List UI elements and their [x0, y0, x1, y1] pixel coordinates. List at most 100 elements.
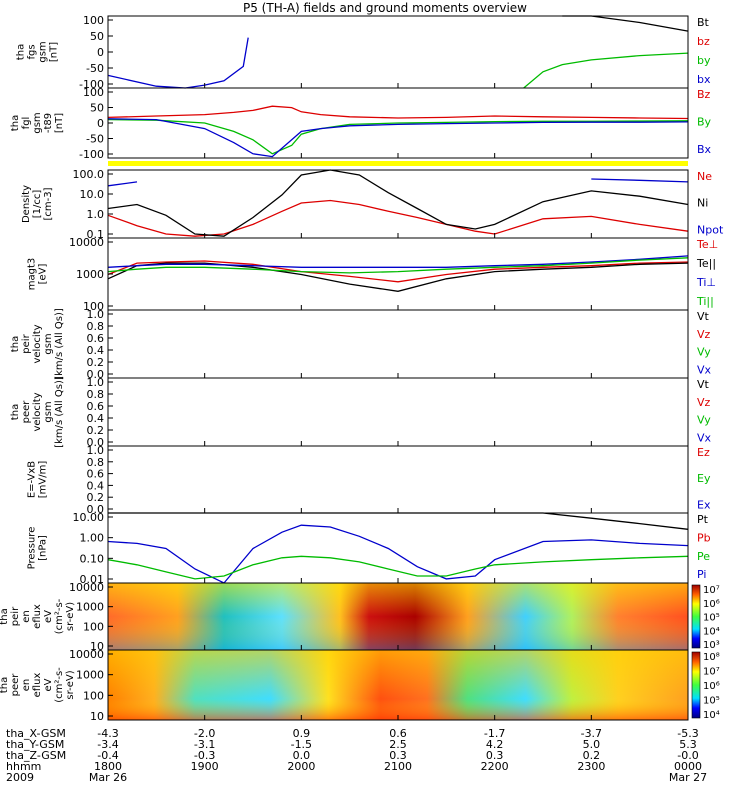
y-tick-label: 0.8: [87, 388, 105, 401]
footer-value: -3.1: [194, 738, 215, 751]
legend-Pi: Pi: [697, 568, 706, 581]
y-tick-label: 1.0: [87, 308, 105, 321]
y-tick-label: 50: [90, 30, 104, 43]
series-Te⊥: [107, 260, 689, 283]
footer-label: tha_Z-GSM: [6, 749, 66, 762]
legend-Bz: Bz: [697, 88, 711, 101]
panel-fgs: 100 50 0 -50 -100 thafgsgsm[nT] Bt bz by bx: [16, 14, 711, 91]
legend-Vz: Vz: [697, 328, 711, 341]
series-Ni: [107, 169, 689, 237]
series-Te||: [107, 262, 689, 292]
y-tick-label: 1.00: [80, 532, 105, 545]
footer-value: 0.0: [293, 749, 311, 762]
footer-value: -4.3: [97, 727, 118, 740]
panel-peer_vel: 1.00.80.60.40.20.0 thapeervelocitygsm[km/…: [10, 376, 712, 449]
legend-Bx: Bx: [697, 143, 712, 156]
y-tick-label: -100: [79, 148, 104, 161]
y-tick-label: 0.4: [87, 344, 105, 357]
y-tick-label: 0.6: [87, 332, 105, 345]
spectrogram-shading: [108, 583, 688, 650]
footer-value: -5.3: [677, 727, 698, 740]
y-tick-label: 0.1: [87, 228, 105, 241]
y-tick-label: 0.2: [87, 491, 105, 504]
panel-density: 100.0 10.0 1.0 0.1 Density[1/cc][cm-3] Ne Ni Np…: [21, 168, 724, 241]
legend-Te||: Te||: [696, 257, 716, 270]
y-tick-label: 1.0: [87, 376, 105, 389]
series-Bt: [562, 15, 689, 32]
footer-value: Mar 27: [669, 771, 707, 784]
panel-frame: [107, 309, 689, 379]
legend-Vx: Vx: [697, 363, 712, 376]
y-tick-label: 1000: [76, 601, 104, 614]
footer-value: 0.6: [389, 727, 407, 740]
legend-Vy: Vy: [697, 414, 711, 427]
y-tick-label: 1.0: [87, 208, 105, 221]
y-tick-label: 0.4: [87, 479, 105, 492]
legend-Ey: Ey: [697, 472, 711, 485]
y-tick-label: 10000: [69, 581, 104, 594]
footer-value: Mar 26: [89, 771, 127, 784]
footer-value: -1.7: [484, 727, 505, 740]
footer-label: tha_X-GSM: [6, 727, 66, 740]
series-Bx: [107, 118, 689, 158]
panel-peir_spec: 10⁷ 10⁶ 10⁵ 10⁴ 10³ 10000 1000 100 10 thapeirenef…: [0, 581, 720, 653]
panel-peer_spec: 10⁸ 10⁷ 10⁶ 10⁵ 10⁴ 10000 1000 100 10 thapeerenef…: [0, 648, 720, 723]
footer-value: 1900: [191, 760, 219, 773]
y-tick-label: -50: [86, 62, 104, 75]
legend-by: by: [697, 54, 711, 67]
y-tick-label: 0.6: [87, 400, 105, 413]
footer-value: -3.4: [97, 738, 118, 751]
legend-Ez: Ez: [697, 446, 710, 459]
y-tick-label: 10: [90, 710, 104, 723]
spectrogram-shading: [108, 650, 688, 720]
colorbar-label: 10⁶: [703, 599, 720, 610]
colorbar-label: 10⁸: [703, 652, 720, 663]
panel-peir_vel: 1.00.80.60.40.20.0 thapeirvelocitygsm[km/…: [10, 308, 712, 381]
colorbar-label: 10⁴: [703, 626, 720, 637]
series-bx: [107, 37, 249, 89]
y-tick-label: 0.6: [87, 468, 105, 481]
footer-label: hhmm: [6, 760, 41, 773]
legend-bx: bx: [697, 73, 711, 86]
footer-label: tha_Y-GSM: [6, 738, 64, 751]
y-axis-label: magt3[eV]: [27, 258, 49, 291]
y-axis-label: thapeirenefluxeV(cm²-s-sr-eV): [0, 598, 76, 634]
y-tick-label: 1000: [76, 669, 104, 682]
y-axis-label: Density[1/cc][cm-3]: [21, 185, 54, 223]
y-tick-label: 0.8: [87, 320, 105, 333]
data-quality-bar: [108, 161, 688, 166]
footer-value: 5.3: [679, 738, 697, 751]
panel-fgl: 100 50 0 -50 -100 thafglgsm-t89[nT] Bz By Bx: [10, 86, 712, 161]
y-tick-label: 0.0: [87, 368, 105, 381]
series-Bz: [107, 105, 689, 120]
y-tick-label: 10: [90, 640, 104, 653]
footer-value: 2.5: [389, 738, 407, 751]
panel-frame: [107, 377, 689, 447]
legend-Pb: Pb: [697, 531, 711, 544]
footer-value: -0.4: [97, 749, 118, 762]
series-Pt: [108, 512, 689, 530]
y-tick-label: 1.0: [87, 444, 105, 457]
legend-Ni: Ni: [697, 197, 708, 210]
panel-pressure: 10.00 1.00 0.10 0.01 Pressure[nPa] Pt Pb Pe Pi: [27, 511, 711, 586]
series-Ne: [107, 199, 689, 237]
footer-value: -0.3: [194, 749, 215, 762]
y-tick-label: -50: [86, 133, 104, 146]
y-tick-label: 50: [90, 102, 104, 115]
y-tick-label: 10000: [69, 236, 104, 249]
footer-value: -3.7: [581, 727, 602, 740]
footer-value: 1800: [94, 760, 122, 773]
legend-Vx: Vx: [697, 431, 712, 444]
y-tick-label: 100: [83, 300, 104, 313]
footer-table: tha_X-GSM -4.3 -2.0 0.9 0.6 -1.7 -3.7 -5.3 tha_Y…: [6, 727, 707, 784]
colorbar-label: 10⁷: [703, 667, 720, 678]
y-axis-label: thapeirvelocitygsm[km/s (All Qs)]: [10, 308, 65, 380]
series-Pi: [107, 524, 689, 584]
colorbar-label: 10⁶: [703, 681, 720, 692]
legend-Te⊥: Te⊥: [696, 238, 718, 251]
colorbar-label: 10³: [703, 640, 720, 651]
legend-Ne: Ne: [697, 170, 712, 183]
footer-value: 2200: [481, 760, 509, 773]
y-tick-label: 0.2: [87, 424, 105, 437]
